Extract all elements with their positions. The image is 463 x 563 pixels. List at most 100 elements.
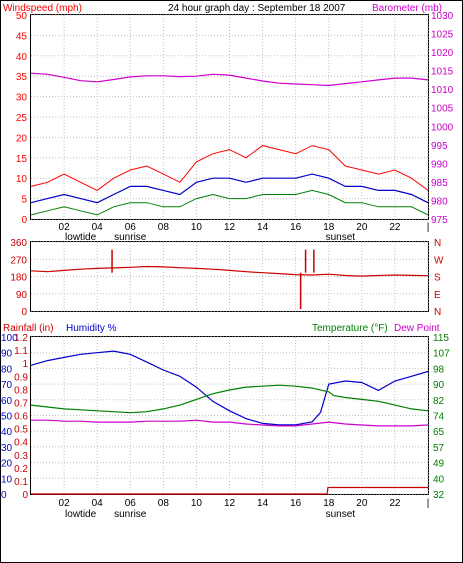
direction-line — [30, 265, 429, 277]
time-tick-label: 06 — [125, 498, 137, 509]
baro-tick-label: 1000 — [431, 122, 454, 133]
time-tick-label: 14 — [257, 498, 269, 509]
time-event-label: lowtide — [65, 232, 97, 243]
compass-tick-label: S — [434, 273, 441, 284]
temperature-tick-label: 90 — [433, 380, 445, 391]
wind-tick-label: 20 — [16, 133, 28, 144]
humidity-tick-label: 80 — [1, 364, 13, 375]
time-event-label: sunset — [326, 509, 356, 520]
graph-title: 24 hour graph day : September 18 2007 — [168, 3, 346, 14]
dewpoint-header-label: Dew Point — [394, 323, 440, 334]
baro-tick-label: 1025 — [431, 30, 454, 41]
temperature-line — [30, 384, 429, 414]
wind-time-ticks: 02 04 06 08 10 12 14 16 18 20 22 | lowtide sunrise sun… — [59, 222, 430, 243]
humidity-tick-label: 10 — [1, 474, 13, 485]
baro-tick-label: 1015 — [431, 67, 454, 78]
temperature-tick-label: 107 — [433, 349, 450, 360]
time-tick-label: 16 — [290, 498, 302, 509]
wind-tick-label: 35 — [16, 72, 28, 83]
temperature-tick-label: 32 — [433, 490, 445, 501]
rain-tick-label: 0 — [22, 490, 28, 501]
min_wind-line — [30, 189, 429, 216]
baro-tick-label: 990 — [431, 159, 448, 170]
time-tick-label: 20 — [356, 498, 368, 509]
rain-tick-label: 0.1 — [14, 477, 28, 488]
direction-tick-label: 0 — [21, 307, 27, 318]
humidity-tick-label: 40 — [1, 427, 13, 438]
time-tick-label: 04 — [92, 498, 104, 509]
temperature-time-ticks: 02 04 06 08 10 12 14 16 18 20 22 | lowtide sunrise sun… — [59, 498, 430, 520]
time-tick-label: | — [427, 222, 430, 233]
temperature-tick-label: 65 — [433, 427, 445, 438]
rain-tick-label: 1.1 — [14, 346, 28, 357]
wind-tick-label: 30 — [16, 93, 28, 104]
direction-left-ticks: 0 90 180 270 360 — [10, 238, 27, 318]
time-tick-label: 22 — [389, 222, 401, 233]
wind-tick-label: 10 — [16, 174, 28, 185]
direction-tick-label: 90 — [16, 290, 28, 301]
time-tick-label: 02 — [59, 498, 71, 509]
compass-tick-label: N — [434, 307, 441, 318]
baro-tick-label: 985 — [431, 178, 448, 189]
temperature-grid — [31, 336, 429, 495]
temperature-tick-label: 98 — [433, 364, 445, 375]
rainfall-header-label: Rainfall (in) — [3, 323, 54, 334]
direction-grid — [31, 241, 429, 312]
time-tick-label: 08 — [158, 498, 170, 509]
humidity-header-label: Humidity % — [66, 323, 117, 334]
time-tick-label: 08 — [158, 222, 170, 233]
temperature-right-ticks: 32 40 49 57 65 74 82 90 98 107 115 — [433, 333, 450, 501]
compass-tick-label: W — [434, 255, 444, 266]
wind-tick-label: 50 — [16, 11, 28, 22]
wind-grid — [31, 14, 429, 220]
time-tick-label: 12 — [224, 222, 236, 233]
baro-header-label: Barometer (mb) — [372, 3, 442, 14]
baro-tick-label: 1005 — [431, 104, 454, 115]
baro-tick-label: 1020 — [431, 48, 454, 59]
wind-header-label: Windspeed (mph) — [3, 3, 82, 14]
baro-tick-label: 995 — [431, 141, 448, 152]
baro-tick-label: 1010 — [431, 85, 454, 96]
temperature-header-label: Temperature (°F) — [312, 323, 388, 334]
humidity-tick-label: 100 — [1, 333, 18, 344]
wind-tick-label: 5 — [21, 195, 27, 206]
wind-tick-label: 0 — [21, 215, 27, 226]
wind-left-ticks: 0 5 10 15 20 25 30 35 40 45 50 — [16, 11, 28, 226]
humidity-tick-label: 90 — [1, 349, 13, 360]
time-event-label: sunset — [326, 232, 356, 243]
temperature-humidity-chart: 0 10 20 30 40 50 60 70 80 90 100 0 0.1 0.2 0.3 0.4 0.5 0.… — [1, 333, 450, 520]
baro-tick-label: 980 — [431, 196, 448, 207]
time-tick-label: 22 — [389, 498, 401, 509]
time-tick-label: 10 — [191, 498, 203, 509]
rain-tick-label: 1 — [22, 359, 28, 370]
rain-tick-label: 0.2 — [14, 464, 28, 475]
direction-tick-label: 270 — [10, 255, 27, 266]
direction-tick-label: 180 — [10, 273, 27, 284]
compass-tick-label: E — [434, 290, 441, 301]
time-tick-label: | — [427, 498, 430, 509]
temperature-tick-label: 115 — [433, 333, 449, 344]
rain-humidity-left-ticks: 0 10 20 30 40 50 60 70 80 90 100 0 0.1 0.2 0.3 0.4 0.5 0.… — [1, 333, 28, 501]
humidity-tick-label: 30 — [1, 443, 13, 454]
gust-line — [30, 145, 429, 191]
time-tick-label: 06 — [125, 222, 137, 233]
rain-tick-label: 0.6 — [14, 412, 28, 423]
humidity-tick-label: 60 — [1, 396, 13, 407]
humidity-tick-label: 20 — [1, 459, 13, 470]
avg_wind-line — [30, 173, 429, 204]
humidity-tick-label: 50 — [1, 412, 13, 423]
time-tick-label: 14 — [257, 222, 269, 233]
wind-tick-label: 25 — [16, 113, 28, 124]
time-event-label: lowtide — [65, 509, 97, 520]
time-tick-label: 10 — [191, 222, 203, 233]
rain-tick-label: 0.9 — [14, 372, 28, 383]
rain-tick-label: 0.7 — [14, 398, 28, 409]
rain-tick-label: 0.8 — [14, 385, 28, 396]
temperature-tick-label: 82 — [433, 396, 445, 407]
time-tick-label: 16 — [290, 222, 302, 233]
